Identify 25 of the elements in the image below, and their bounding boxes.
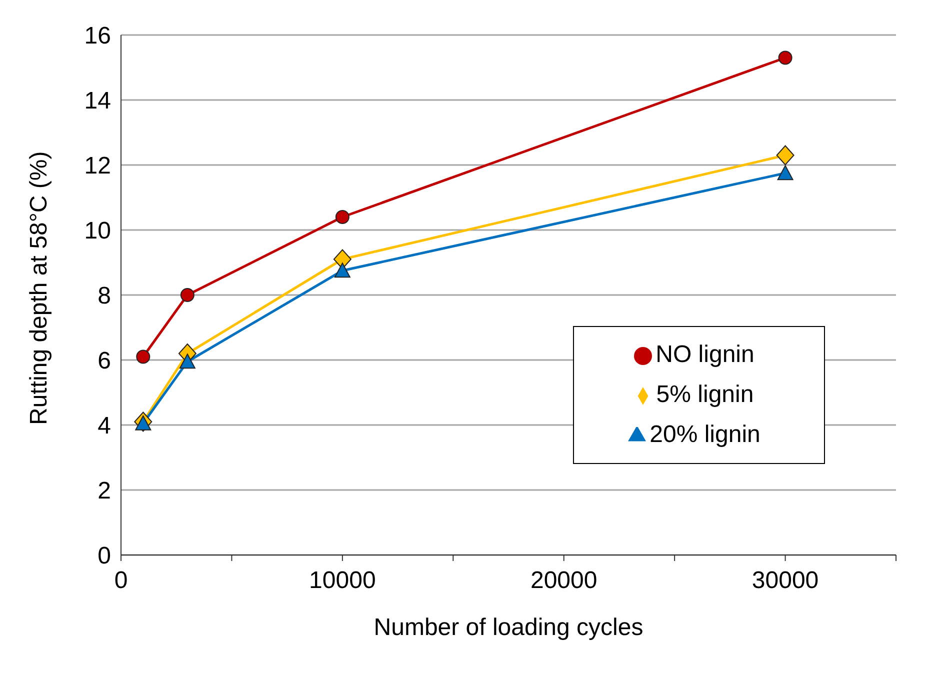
point [335,210,350,224]
point [776,145,794,166]
y-tick-label: 2 [98,478,111,505]
y-tick-label: 14 [84,88,111,115]
y-axis-title: Rutting depth at 58°C (%) [26,151,53,425]
point [180,288,194,302]
y-tick-label: 0 [98,542,111,570]
legend-label: 5% lignin [656,381,754,408]
x-tick-label: 30000 [752,567,819,594]
y-tick-label: 12 [84,152,111,180]
x-tick-label: 10000 [309,567,376,594]
point [778,50,792,65]
y-tick-label: 6 [98,348,111,375]
x-tick-label: 20000 [530,567,598,594]
point [777,165,794,180]
legend-label: NO lignin [656,341,754,368]
x-axis-title: Number of loading cycles [374,614,644,641]
legend-label: 20% lignin [650,421,760,448]
y-tick-label: 8 [98,282,111,310]
point [179,354,196,369]
y-tick-label: 16 [84,22,111,50]
y-tick-label: 4 [98,412,111,440]
y-tick-label: 10 [84,218,111,245]
point [334,262,350,278]
point [136,350,150,364]
